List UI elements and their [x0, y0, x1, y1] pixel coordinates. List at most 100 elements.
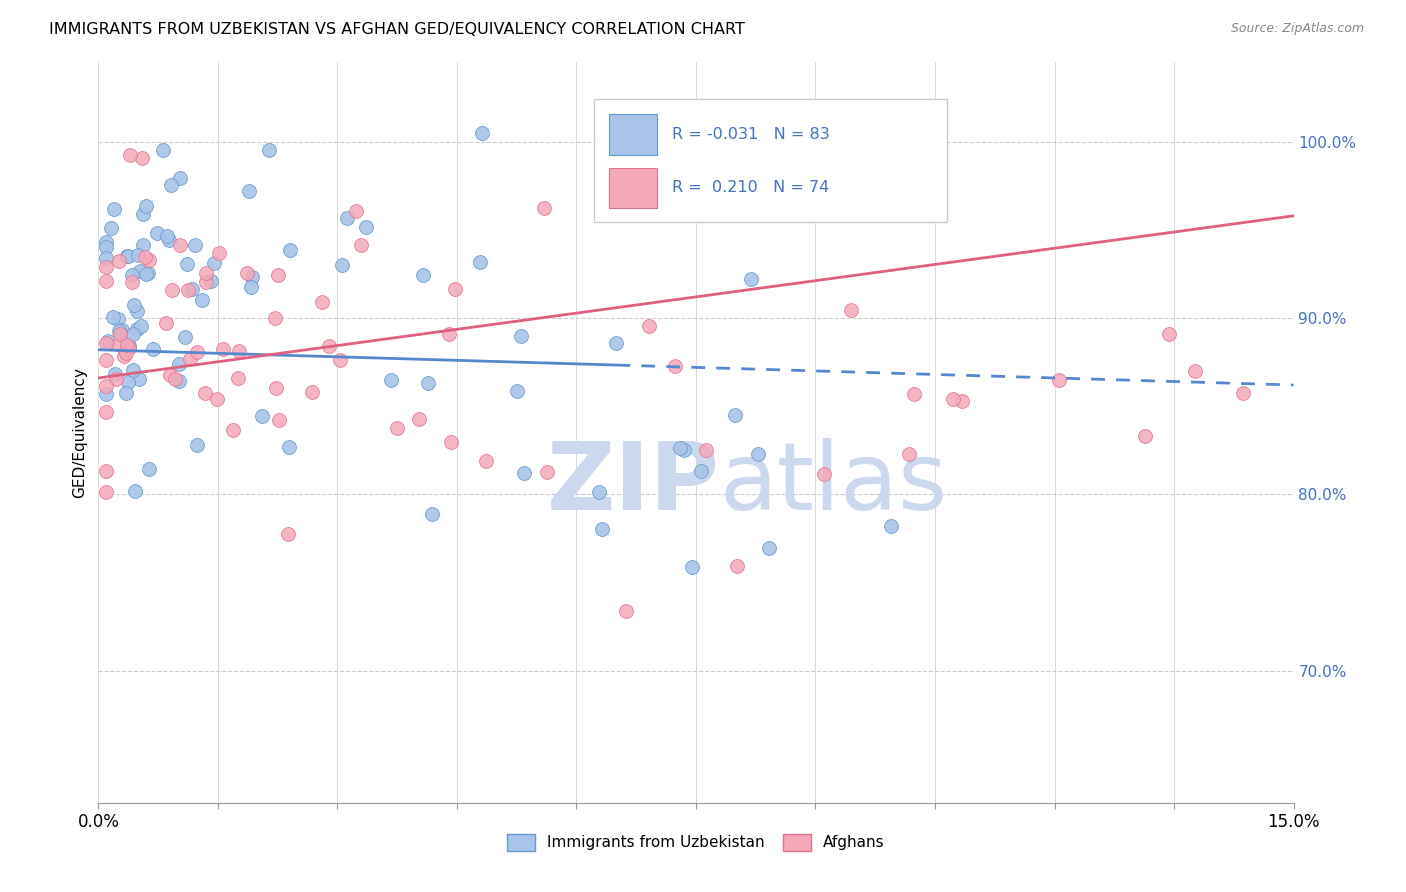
- Point: [163, 372, 186, 386]
- Point: [156, 228, 179, 243]
- Point: [136, 266, 159, 280]
- Point: [240, 280, 263, 294]
- Point: [278, 243, 301, 257]
- Point: [103, 202, 125, 217]
- Point: [506, 384, 529, 398]
- Point: [167, 374, 190, 388]
- Point: [422, 508, 444, 522]
- Point: [108, 325, 131, 339]
- Text: atlas: atlas: [720, 439, 948, 531]
- Point: [471, 126, 494, 140]
- Point: [111, 323, 134, 337]
- Point: [614, 604, 637, 618]
- Point: [195, 275, 218, 289]
- Point: [942, 392, 965, 406]
- Point: [115, 338, 138, 352]
- Point: [354, 220, 377, 235]
- Point: [207, 246, 229, 260]
- Point: [385, 421, 408, 435]
- Point: [240, 269, 263, 284]
- Point: [1133, 429, 1156, 443]
- Point: [336, 211, 359, 226]
- Point: [104, 367, 127, 381]
- Point: [950, 394, 973, 409]
- Point: [416, 376, 439, 390]
- Point: [349, 238, 371, 252]
- Point: [681, 560, 703, 574]
- Point: [180, 282, 202, 296]
- Text: Source: ZipAtlas.com: Source: ZipAtlas.com: [1230, 22, 1364, 36]
- Point: [380, 373, 402, 387]
- Point: [318, 339, 340, 353]
- Point: [444, 282, 467, 296]
- Point: [437, 327, 460, 342]
- Point: [277, 440, 299, 454]
- Point: [266, 268, 288, 282]
- Point: [155, 316, 177, 330]
- Point: [212, 342, 235, 356]
- Point: [152, 143, 174, 157]
- Point: [536, 465, 558, 479]
- Point: [96, 274, 118, 288]
- Point: [344, 203, 367, 218]
- Point: [96, 352, 118, 367]
- Point: [121, 363, 143, 377]
- Point: [122, 298, 145, 312]
- Point: [1157, 327, 1180, 342]
- Point: [903, 386, 925, 401]
- Point: [128, 264, 150, 278]
- Point: [591, 522, 613, 536]
- Point: [121, 268, 143, 283]
- Point: [125, 322, 148, 336]
- Point: [468, 255, 491, 269]
- Point: [96, 405, 118, 419]
- Point: [132, 207, 155, 221]
- Point: [311, 294, 333, 309]
- Point: [173, 330, 195, 344]
- Text: R = -0.031   N = 83: R = -0.031 N = 83: [672, 127, 830, 142]
- Point: [605, 335, 627, 350]
- Point: [96, 240, 118, 254]
- Point: [440, 435, 463, 450]
- Point: [228, 343, 250, 358]
- Point: [509, 329, 531, 343]
- Point: [118, 339, 141, 353]
- Point: [112, 349, 135, 363]
- Point: [101, 310, 124, 325]
- Point: [100, 220, 122, 235]
- Point: [107, 312, 129, 326]
- Point: [108, 324, 131, 338]
- Point: [408, 412, 430, 426]
- Point: [120, 148, 142, 162]
- Point: [131, 238, 153, 252]
- Point: [96, 387, 118, 401]
- Point: [96, 334, 118, 349]
- Point: [897, 447, 920, 461]
- Point: [159, 368, 181, 383]
- Point: [127, 248, 149, 262]
- Point: [207, 392, 229, 406]
- Point: [176, 256, 198, 270]
- Point: [186, 345, 208, 359]
- Point: [412, 268, 434, 282]
- Point: [226, 371, 249, 385]
- Point: [758, 541, 780, 556]
- Point: [122, 326, 145, 341]
- Point: [135, 199, 157, 213]
- Point: [533, 201, 555, 215]
- Point: [813, 467, 835, 481]
- Point: [179, 351, 201, 366]
- Point: [747, 446, 769, 460]
- Point: [96, 379, 118, 393]
- Point: [160, 283, 183, 297]
- Point: [301, 384, 323, 399]
- Point: [689, 464, 711, 478]
- Point: [724, 408, 747, 422]
- Point: [96, 235, 118, 249]
- Point: [194, 266, 217, 280]
- Point: [200, 273, 222, 287]
- Point: [202, 256, 225, 270]
- Point: [96, 251, 118, 265]
- Point: [107, 253, 129, 268]
- Point: [96, 484, 118, 499]
